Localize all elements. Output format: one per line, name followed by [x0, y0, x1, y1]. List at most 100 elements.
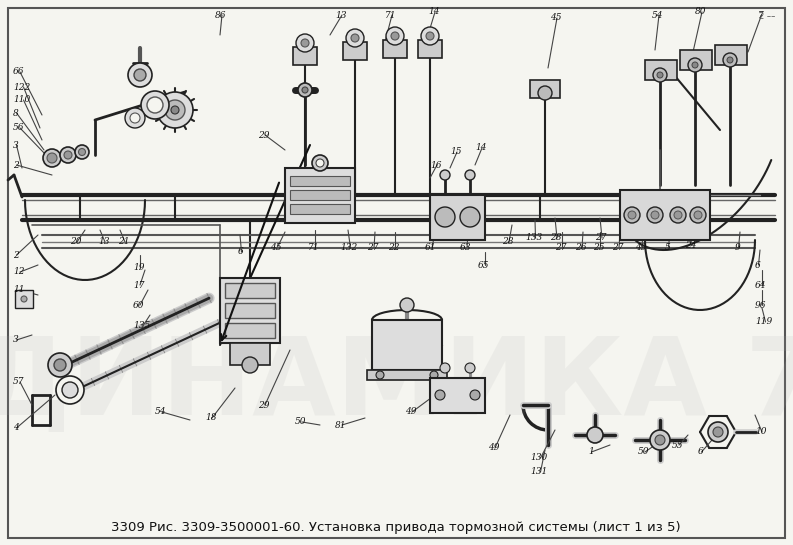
Circle shape	[242, 357, 258, 373]
Text: 18: 18	[205, 414, 216, 422]
Bar	[680, 50, 712, 70]
Circle shape	[440, 170, 450, 180]
Circle shape	[651, 211, 659, 219]
Text: 49: 49	[488, 444, 500, 452]
Circle shape	[60, 147, 76, 163]
Text: 60: 60	[133, 300, 144, 310]
Circle shape	[351, 34, 359, 42]
Text: 81: 81	[335, 421, 347, 429]
Bar	[225, 303, 275, 318]
Circle shape	[692, 62, 698, 68]
Bar	[367, 370, 447, 380]
Text: 45: 45	[270, 244, 282, 252]
Bar	[530, 80, 560, 98]
Bar	[343, 42, 367, 60]
Circle shape	[653, 68, 667, 82]
Text: 13: 13	[335, 10, 347, 20]
Text: 29: 29	[258, 401, 270, 409]
Bar	[230, 343, 270, 365]
Text: 9: 9	[735, 244, 741, 252]
Text: 26: 26	[575, 244, 587, 252]
Bar	[225, 283, 275, 298]
Text: 10: 10	[755, 427, 767, 437]
Circle shape	[296, 34, 314, 52]
Text: 8: 8	[13, 108, 19, 118]
Bar	[372, 320, 442, 370]
Bar	[285, 168, 355, 223]
Circle shape	[165, 100, 185, 120]
Text: 2: 2	[13, 160, 19, 169]
Circle shape	[421, 27, 439, 45]
Text: 3: 3	[13, 336, 19, 344]
Text: 20: 20	[70, 238, 82, 246]
Text: 11: 11	[13, 286, 25, 294]
Text: 3309 Рис. 3309-3500001-60. Установка привода тормозной системы (лист 1 из 5): 3309 Рис. 3309-3500001-60. Установка при…	[111, 520, 681, 534]
Circle shape	[470, 390, 480, 400]
Circle shape	[312, 155, 328, 171]
Text: 4: 4	[13, 423, 19, 433]
Text: 6: 6	[698, 447, 703, 457]
Circle shape	[75, 145, 89, 159]
Text: 54: 54	[155, 408, 167, 416]
Text: 50: 50	[295, 417, 307, 427]
Text: 71: 71	[385, 10, 396, 20]
Bar	[293, 47, 317, 65]
Circle shape	[657, 72, 663, 78]
Text: 22: 22	[388, 244, 400, 252]
Circle shape	[647, 207, 663, 223]
Text: 19: 19	[133, 263, 144, 272]
Text: 57: 57	[13, 378, 25, 386]
Circle shape	[708, 422, 728, 442]
Text: 27: 27	[595, 233, 607, 243]
Circle shape	[727, 57, 733, 63]
Circle shape	[435, 390, 445, 400]
Text: 133: 133	[525, 233, 542, 243]
Circle shape	[79, 148, 86, 155]
Text: 65: 65	[478, 261, 489, 269]
Text: 6: 6	[755, 261, 760, 269]
Circle shape	[54, 359, 66, 371]
Bar	[220, 278, 280, 343]
Circle shape	[655, 435, 665, 445]
Circle shape	[302, 87, 308, 93]
Circle shape	[130, 113, 140, 123]
Text: 15: 15	[450, 148, 462, 156]
Text: 25: 25	[593, 244, 604, 252]
Bar	[225, 323, 275, 338]
Text: 49: 49	[405, 408, 416, 416]
Text: 56: 56	[13, 124, 25, 132]
Circle shape	[62, 382, 78, 398]
Text: 119: 119	[755, 318, 772, 326]
Circle shape	[171, 106, 179, 114]
Bar	[620, 190, 710, 240]
Text: 63: 63	[460, 244, 472, 252]
Circle shape	[48, 353, 72, 377]
Circle shape	[674, 211, 682, 219]
Bar	[15, 290, 33, 308]
Text: 2: 2	[13, 251, 19, 259]
Circle shape	[43, 149, 61, 167]
Circle shape	[465, 170, 475, 180]
Text: 3: 3	[13, 141, 19, 149]
Text: 135: 135	[133, 320, 150, 330]
Text: 7: 7	[758, 10, 764, 20]
Text: 96: 96	[755, 300, 767, 310]
Text: 1: 1	[588, 447, 594, 457]
Circle shape	[688, 58, 702, 72]
Text: 61: 61	[425, 244, 436, 252]
Circle shape	[141, 91, 169, 119]
Circle shape	[426, 32, 434, 40]
Text: 64: 64	[755, 281, 767, 289]
Circle shape	[64, 151, 72, 159]
Circle shape	[435, 207, 455, 227]
Circle shape	[134, 69, 146, 81]
Circle shape	[346, 29, 364, 47]
Text: 6: 6	[238, 247, 243, 257]
Text: 29: 29	[258, 130, 270, 140]
Text: 131: 131	[530, 468, 547, 476]
Circle shape	[386, 27, 404, 45]
Bar	[430, 195, 485, 240]
Text: ДИНАМИКА 7: ДИНАМИКА 7	[0, 332, 793, 438]
Circle shape	[440, 363, 450, 373]
Text: 71: 71	[308, 244, 320, 252]
